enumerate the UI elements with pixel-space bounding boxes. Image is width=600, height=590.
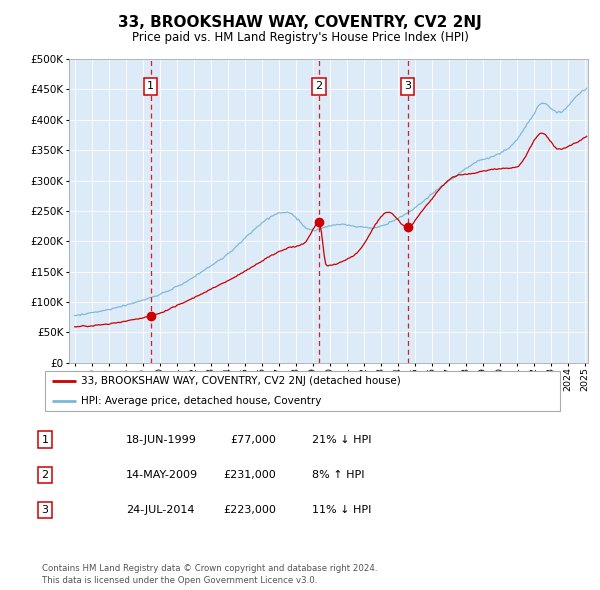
- Text: 14-MAY-2009: 14-MAY-2009: [126, 470, 198, 480]
- Text: 18-JUN-1999: 18-JUN-1999: [126, 435, 197, 444]
- Text: 33, BROOKSHAW WAY, COVENTRY, CV2 2NJ: 33, BROOKSHAW WAY, COVENTRY, CV2 2NJ: [118, 15, 482, 30]
- Text: 1: 1: [147, 81, 154, 91]
- Text: 21% ↓ HPI: 21% ↓ HPI: [312, 435, 371, 444]
- Text: 33, BROOKSHAW WAY, COVENTRY, CV2 2NJ (detached house): 33, BROOKSHAW WAY, COVENTRY, CV2 2NJ (de…: [81, 376, 401, 386]
- Text: £231,000: £231,000: [223, 470, 276, 480]
- Text: HPI: Average price, detached house, Coventry: HPI: Average price, detached house, Cove…: [81, 396, 322, 406]
- FancyBboxPatch shape: [44, 371, 560, 411]
- Text: 3: 3: [41, 506, 49, 515]
- Text: 11% ↓ HPI: 11% ↓ HPI: [312, 506, 371, 515]
- Text: Price paid vs. HM Land Registry's House Price Index (HPI): Price paid vs. HM Land Registry's House …: [131, 31, 469, 44]
- Text: £77,000: £77,000: [230, 435, 276, 444]
- Text: 2: 2: [41, 470, 49, 480]
- Text: 8% ↑ HPI: 8% ↑ HPI: [312, 470, 365, 480]
- Text: £223,000: £223,000: [223, 506, 276, 515]
- Text: 3: 3: [404, 81, 411, 91]
- Text: 1: 1: [41, 435, 49, 444]
- Text: 24-JUL-2014: 24-JUL-2014: [126, 506, 194, 515]
- Text: Contains HM Land Registry data © Crown copyright and database right 2024.
This d: Contains HM Land Registry data © Crown c…: [42, 565, 377, 585]
- Text: 2: 2: [316, 81, 323, 91]
